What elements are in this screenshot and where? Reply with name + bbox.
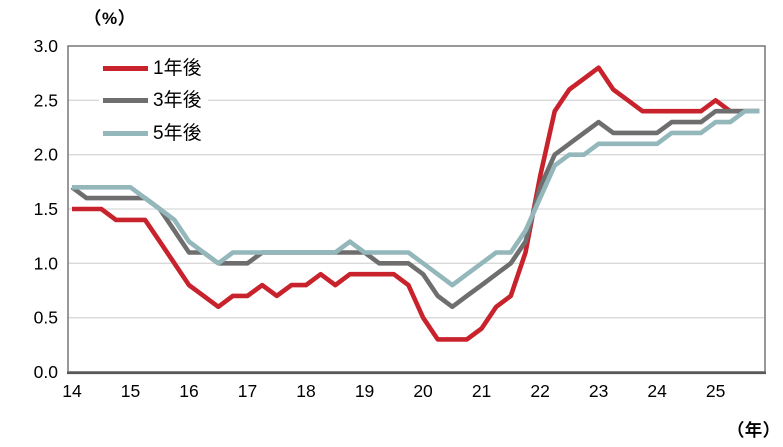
x-tick-label: 21 (472, 381, 491, 401)
x-axis-unit-label: （年） (727, 421, 781, 440)
series-line-5y (72, 108, 760, 288)
y-tick-label: 1.5 (34, 199, 58, 219)
x-tick-label: 14 (62, 381, 82, 401)
x-tick-label: 16 (179, 381, 198, 401)
series-line-1y (72, 65, 760, 342)
x-tick-label: 17 (238, 381, 257, 401)
y-tick-label: 0.0 (34, 362, 59, 382)
legend-item-1y: 1年後 (103, 52, 202, 85)
x-tick-label: 20 (413, 381, 433, 401)
x-tick-label: 22 (530, 381, 549, 401)
x-tick-label: 19 (355, 381, 374, 401)
legend-item-5y: 5年後 (103, 117, 202, 150)
y-tick-label: 2.0 (34, 145, 59, 165)
legend: 1年後 3年後 5年後 (99, 52, 208, 150)
x-tick-label: 25 (706, 381, 725, 401)
x-tick-label: 15 (121, 381, 140, 401)
x-tick-label: 24 (647, 381, 667, 401)
legend-label-1y: 1年後 (153, 57, 202, 79)
x-tick-label: 18 (296, 381, 315, 401)
y-tick-label: 0.5 (34, 308, 58, 328)
legend-item-3y: 3年後 (103, 85, 202, 118)
y-tick-label: 3.0 (34, 36, 59, 56)
y-tick-label: 2.5 (34, 90, 58, 110)
legend-swatch-3y-icon (103, 98, 148, 104)
x-tick-label: 23 (589, 381, 608, 401)
legend-swatch-5y-icon (103, 130, 148, 136)
y-axis-unit-label: （%） (84, 9, 137, 28)
series-line-3y (70, 108, 760, 310)
legend-label-3y: 3年後 (153, 90, 202, 112)
legend-swatch-1y-icon (103, 65, 148, 71)
legend-label-5y: 5年後 (153, 122, 202, 144)
y-tick-label: 1.0 (34, 253, 59, 273)
